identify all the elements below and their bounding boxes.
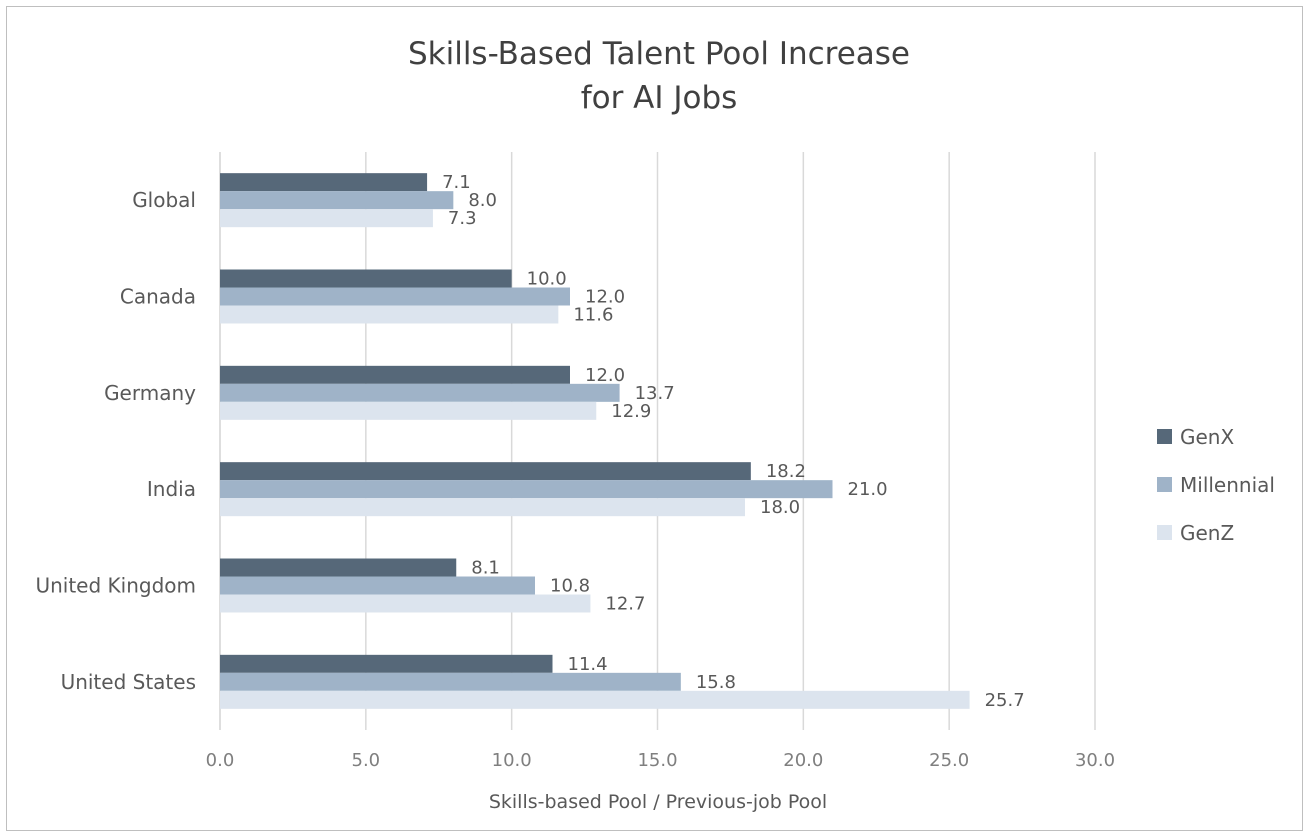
bar-genx	[220, 462, 751, 481]
data-label: 10.8	[550, 576, 590, 597]
bar-genx	[220, 654, 553, 673]
x-tick-label: 20.0	[783, 750, 823, 771]
bars: 7.18.07.310.012.011.612.013.712.918.221.…	[220, 172, 1025, 711]
legend-swatch	[1157, 429, 1172, 444]
bar-millennial	[220, 672, 681, 691]
bar-genz	[220, 594, 591, 613]
bar-millennial	[220, 576, 535, 595]
data-label: 18.0	[760, 497, 800, 518]
data-label: 21.0	[848, 479, 888, 500]
data-label: 13.7	[635, 383, 675, 404]
x-tick-label: 0.0	[206, 750, 235, 771]
category-labels: Global Canada Germany India United Kingdom Un…	[35, 188, 196, 694]
legend-swatch	[1157, 525, 1172, 540]
bar-millennial	[220, 191, 454, 210]
bar-genz	[220, 305, 559, 324]
category-label: Germany	[104, 381, 196, 405]
legend-label: GenZ	[1180, 521, 1234, 545]
data-label: 7.1	[442, 172, 471, 193]
x-axis-title: Skills-based Pool / Previous-job Pool	[489, 791, 827, 813]
x-tick-label: 25.0	[929, 750, 969, 771]
x-tick-label: 30.0	[1075, 750, 1115, 771]
data-label: 8.0	[468, 190, 497, 211]
data-label: 12.9	[611, 401, 651, 422]
category-label: United States	[61, 670, 196, 694]
legend: GenX Millennial GenZ	[1157, 425, 1275, 545]
bar-genx	[220, 269, 512, 288]
legend-swatch	[1157, 477, 1172, 492]
category-label: Global	[132, 188, 196, 212]
data-label: 7.3	[448, 208, 477, 229]
data-label: 25.7	[985, 690, 1025, 711]
chart-title-line-1: Skills-Based Talent Pool Increase	[408, 36, 910, 72]
bar-millennial	[220, 480, 833, 499]
data-label: 11.4	[568, 654, 608, 675]
legend-label: Millennial	[1180, 473, 1275, 497]
bar-genz	[220, 498, 745, 517]
bar-millennial	[220, 383, 620, 402]
data-label: 8.1	[471, 558, 500, 579]
data-label: 10.0	[527, 269, 567, 290]
bar-genx	[220, 173, 428, 192]
data-label: 15.8	[696, 672, 736, 693]
data-label: 12.0	[585, 287, 625, 308]
gridlines	[219, 152, 1096, 730]
legend-label: GenX	[1180, 425, 1234, 449]
bar-millennial	[220, 287, 570, 306]
x-tick-label: 5.0	[352, 750, 381, 771]
data-label: 12.0	[585, 365, 625, 386]
x-tick-label: 15.0	[637, 750, 677, 771]
bar-genz	[220, 209, 433, 228]
category-label: India	[147, 477, 196, 501]
bar-genx	[220, 365, 570, 384]
category-label: United Kingdom	[35, 574, 196, 598]
x-tick-labels: 0.0 5.0 10.0 15.0 20.0 25.0 30.0	[206, 750, 1115, 771]
bar-genz	[220, 690, 970, 709]
bar-genx	[220, 558, 457, 577]
bar-genz	[220, 401, 597, 420]
data-label: 18.2	[766, 461, 806, 482]
x-tick-label: 10.0	[492, 750, 532, 771]
data-label: 11.6	[573, 305, 613, 326]
category-label: Canada	[120, 285, 196, 309]
chart-title-line-2: for AI Jobs	[581, 80, 738, 116]
data-label: 12.7	[605, 594, 645, 615]
